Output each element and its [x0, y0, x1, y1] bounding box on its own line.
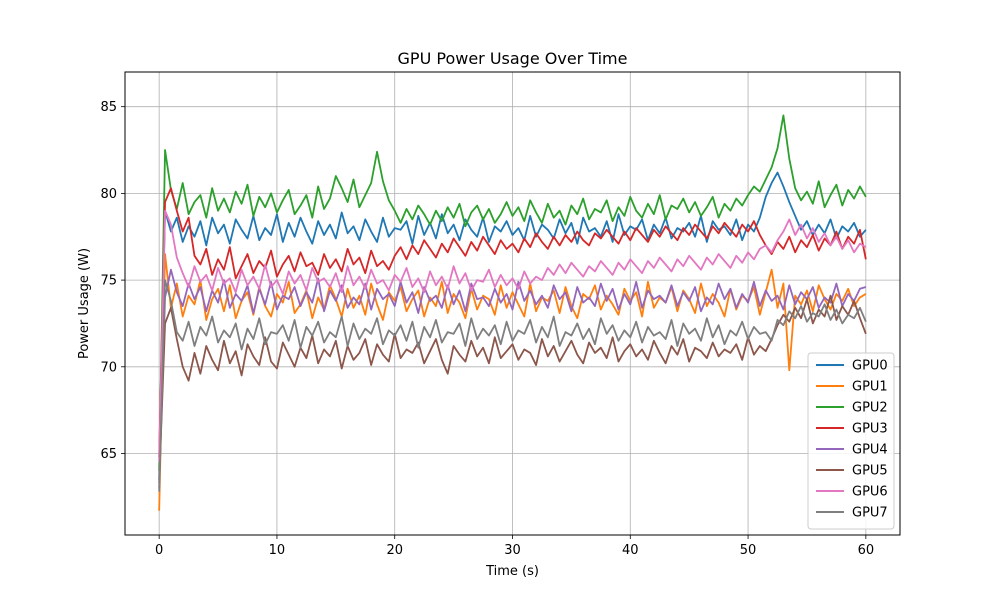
- legend-label-gpu4: GPU4: [852, 443, 888, 458]
- x-tick-label: 20: [386, 543, 403, 558]
- legend-box: [807, 352, 895, 530]
- legend-label-gpu0: GPU0: [852, 359, 888, 374]
- legend-label-gpu2: GPU2: [852, 401, 888, 416]
- x-axis-label: Time (s): [485, 564, 539, 579]
- x-tick-label: 10: [269, 543, 286, 558]
- series-line-gpu0: [158, 171, 867, 480]
- legend-label-gpu6: GPU6: [852, 485, 888, 500]
- series-line-gpu3: [158, 187, 867, 457]
- x-tick-label: 30: [504, 543, 521, 558]
- y-tick-label: 80: [100, 187, 117, 202]
- legend: GPU0 GPU1 GPU2 GPU3 GPU4 GPU5 GPU6 GPU7: [807, 352, 895, 530]
- y-tick-label: 70: [100, 360, 117, 375]
- series-line-gpu2: [158, 114, 867, 471]
- series-line-gpu6: [158, 209, 867, 463]
- y-tick-label: 85: [100, 100, 117, 115]
- x-tick-label: 0: [155, 543, 163, 558]
- series-line-gpu4: [158, 268, 867, 489]
- y-tick-label: 65: [100, 447, 117, 462]
- legend-label-gpu3: GPU3: [852, 422, 888, 437]
- series-lines: [158, 114, 867, 511]
- x-tick-label: 40: [622, 543, 639, 558]
- chart-title: GPU Power Usage Over Time: [398, 49, 628, 68]
- series-line-gpu7: [158, 279, 867, 492]
- x-tick-label: 60: [858, 543, 875, 558]
- x-tick-label: 50: [740, 543, 757, 558]
- y-axis-label: Power Usage (W): [77, 248, 92, 359]
- legend-label-gpu5: GPU5: [852, 464, 888, 479]
- axis-ticks: 0 10 20 30 40 50 60 65 70 75 80 85: [100, 100, 874, 558]
- legend-label-gpu1: GPU1: [852, 380, 888, 395]
- legend-label-gpu7: GPU7: [852, 506, 888, 521]
- y-tick-label: 75: [100, 274, 117, 289]
